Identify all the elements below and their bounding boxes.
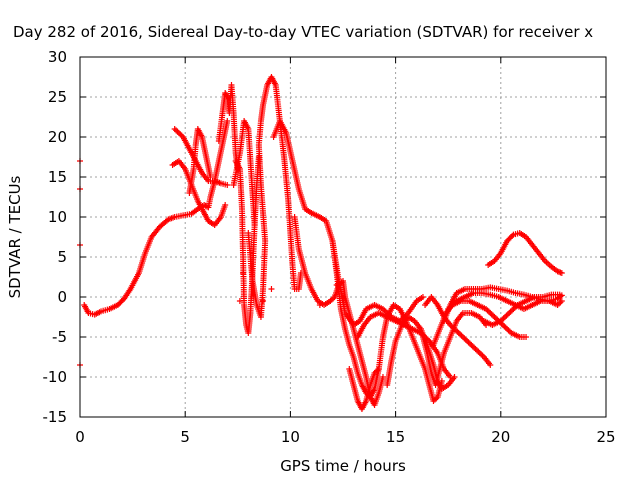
data-point	[375, 366, 382, 372]
y-tick-label: 30	[48, 48, 67, 66]
plot-frame	[79, 56, 607, 418]
data-point	[333, 282, 340, 288]
data-point	[509, 232, 516, 239]
series-4	[186, 126, 214, 196]
data-point	[236, 298, 243, 304]
series-1	[81, 118, 231, 318]
data-point	[558, 270, 565, 276]
x-tick-label: 20	[491, 428, 510, 446]
y-tick-label: 20	[48, 128, 67, 146]
y-tick-label: -10	[43, 368, 68, 386]
series-8	[245, 74, 304, 320]
y-tick-label: -15	[43, 408, 68, 426]
data-point	[447, 374, 454, 380]
data-points	[77, 74, 565, 412]
data-point	[240, 270, 247, 276]
x-tick-label: 0	[75, 428, 85, 446]
data-point	[316, 302, 323, 308]
data-point	[251, 222, 258, 228]
series-17	[430, 298, 530, 348]
data-point	[224, 118, 231, 124]
y-tick-label: -5	[52, 328, 67, 346]
data-point	[224, 182, 231, 188]
y-tick-label: 5	[57, 248, 67, 266]
data-point	[379, 374, 386, 380]
data-point	[207, 174, 214, 180]
y-tick-label: 0	[57, 288, 67, 306]
series-20	[485, 230, 565, 276]
data-point	[556, 291, 563, 298]
data-point	[558, 298, 565, 304]
chart-title: Day 282 of 2016, Sidereal Day-to-day VTE…	[13, 23, 593, 41]
y-tick-label: 10	[48, 208, 67, 226]
x-tick-label: 5	[180, 428, 190, 446]
data-point	[419, 294, 426, 300]
data-point	[396, 306, 403, 312]
data-point	[222, 202, 229, 208]
data-point	[268, 286, 275, 292]
y-tick-label: 15	[48, 168, 67, 186]
x-axis-label: GPS time / hours	[280, 457, 406, 475]
series-21	[480, 291, 563, 328]
data-point	[487, 362, 494, 368]
axes: 0 5 10 15 20 25 -15 -10 -5 0 5 10 15 20 25 30	[43, 48, 616, 446]
y-axis-label: SDTVAR / TECUs	[6, 175, 24, 298]
series-5	[215, 82, 241, 172]
x-tick-label: 10	[281, 428, 300, 446]
x-tick-label: 15	[386, 428, 405, 446]
series-12	[346, 366, 382, 412]
x-tick-label: 25	[596, 428, 615, 446]
data-point	[260, 298, 267, 304]
data-point	[523, 334, 530, 340]
grid-lines	[80, 57, 606, 417]
series-14	[354, 310, 454, 380]
series-19	[445, 290, 565, 312]
y-tick-label: 25	[48, 88, 67, 106]
series-7	[230, 118, 258, 228]
